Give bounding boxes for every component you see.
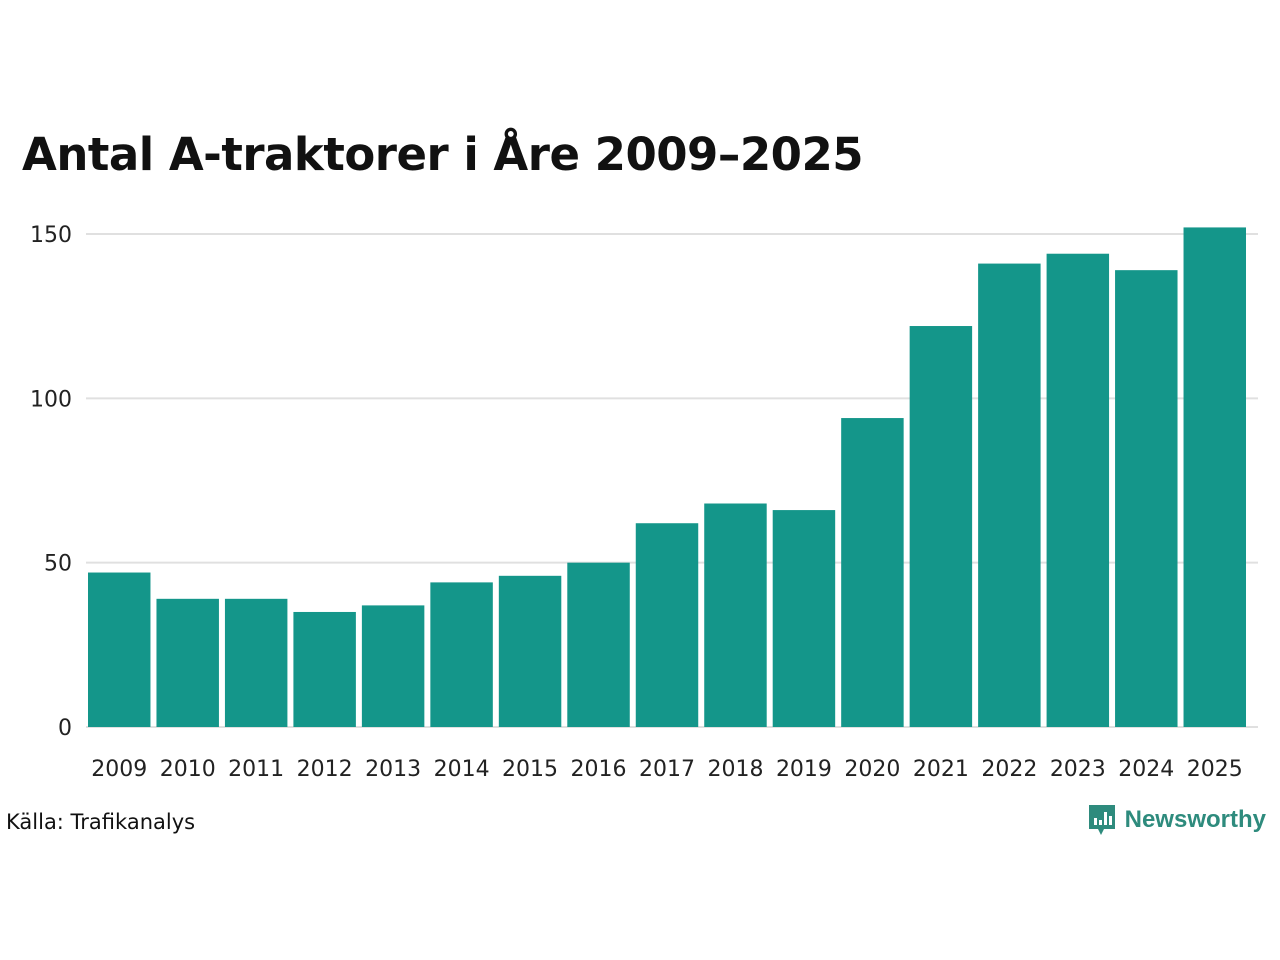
bar-2023	[1046, 253, 1110, 727]
y-axis-ticks: 0 50 100 150	[30, 223, 72, 741]
bar-2015	[498, 575, 562, 727]
x-tick-label: 2016	[571, 757, 627, 782]
bar-2020	[841, 418, 904, 727]
x-tick-label: 2012	[297, 757, 353, 782]
x-tick-label: 2020	[844, 757, 900, 782]
bar-2025	[1183, 227, 1246, 727]
x-tick-label: 2013	[365, 757, 421, 782]
x-axis-ticks: 2009 2010 2011 2012 2013 2014 2015 2016 2017 2018…	[91, 757, 1243, 782]
x-tick-label: 2023	[1050, 757, 1106, 782]
source-note: Källa: Trafikanalys	[6, 810, 196, 834]
bar-2009	[88, 572, 151, 727]
chart-title: Antal A-traktorer i Åre 2009–2025	[22, 128, 864, 181]
bar-2024	[1115, 270, 1178, 727]
bar-2021	[909, 326, 973, 727]
newsworthy-logo-icon	[1088, 805, 1115, 835]
bar-2011	[224, 598, 288, 727]
x-tick-label: 2010	[160, 757, 216, 782]
bar-2016	[567, 562, 630, 727]
x-tick-label: 2014	[434, 757, 490, 782]
x-tick-label: 2019	[776, 757, 832, 782]
bar-2018	[704, 503, 767, 727]
bar-2013	[361, 605, 425, 727]
x-tick-label: 2025	[1187, 757, 1243, 782]
bar-2019	[772, 510, 836, 727]
brand-logo: Newsworthy	[1087, 803, 1266, 837]
x-tick-label: 2021	[913, 757, 969, 782]
x-tick-label: 2009	[91, 757, 147, 782]
x-tick-label: 2011	[228, 757, 284, 782]
y-tick-label: 100	[30, 387, 72, 412]
bars	[88, 227, 1246, 727]
bar-2022	[978, 263, 1041, 727]
x-tick-label: 2022	[981, 757, 1037, 782]
y-tick-label: 50	[44, 552, 72, 577]
bar-2012	[293, 611, 356, 727]
brand-name: Newsworthy	[1124, 806, 1266, 833]
y-tick-label: 0	[58, 716, 72, 741]
x-tick-label: 2018	[707, 757, 763, 782]
y-tick-label: 150	[30, 223, 72, 248]
x-tick-label: 2015	[502, 757, 558, 782]
x-tick-label: 2024	[1118, 757, 1174, 782]
bar-2017	[635, 523, 699, 727]
x-tick-label: 2017	[639, 757, 695, 782]
bar-2014	[430, 582, 493, 727]
bar-2010	[156, 598, 219, 727]
